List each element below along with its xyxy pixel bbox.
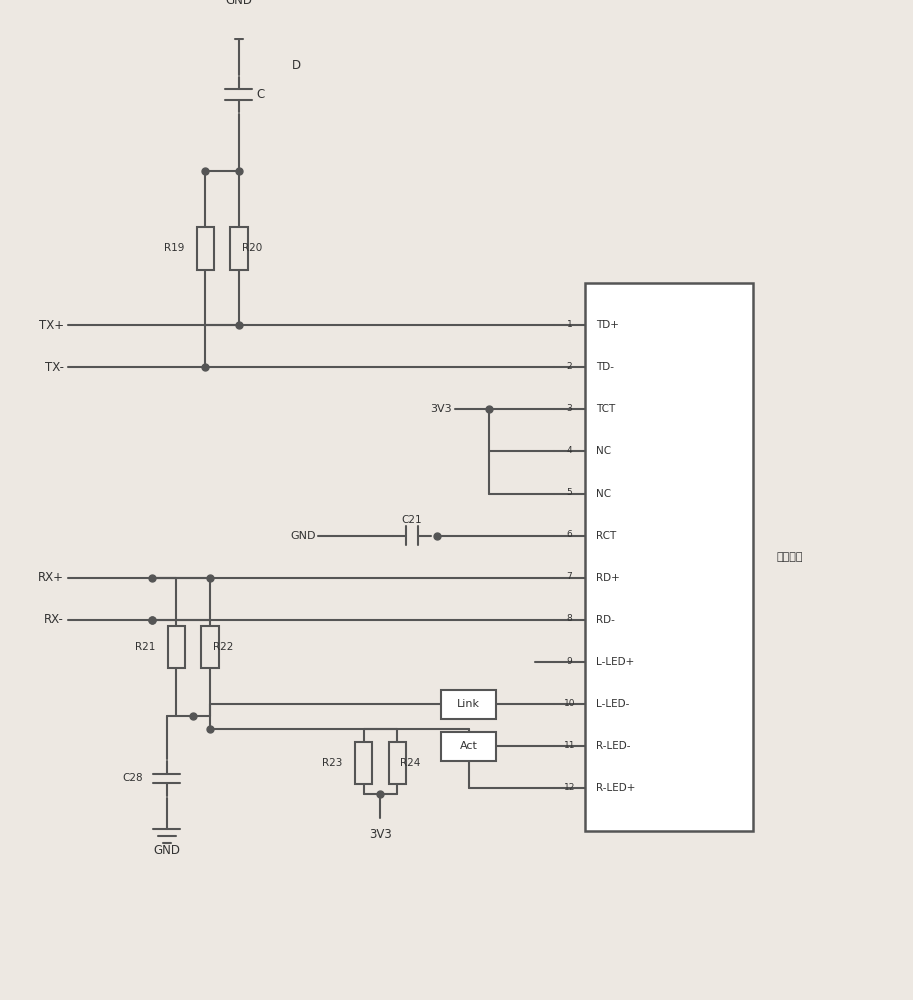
Text: R21: R21 xyxy=(135,642,155,652)
Bar xyxy=(584,283,753,831)
Text: RCT: RCT xyxy=(596,531,616,541)
Text: 5: 5 xyxy=(566,488,572,497)
Text: R-LED-: R-LED- xyxy=(596,741,631,751)
Text: GND: GND xyxy=(226,0,252,7)
Text: TX-: TX- xyxy=(45,361,64,374)
Bar xyxy=(168,626,185,668)
Text: R24: R24 xyxy=(400,758,421,768)
Text: R19: R19 xyxy=(163,243,184,253)
Text: 2: 2 xyxy=(567,362,572,371)
Text: D: D xyxy=(292,59,301,72)
Text: NC: NC xyxy=(596,489,612,499)
Text: 6: 6 xyxy=(566,530,572,539)
Text: R23: R23 xyxy=(322,758,342,768)
Text: RX+: RX+ xyxy=(38,571,64,584)
Text: NC: NC xyxy=(596,446,612,456)
Text: 7: 7 xyxy=(566,572,572,581)
Text: 11: 11 xyxy=(563,741,575,750)
Bar xyxy=(202,626,219,668)
Text: 变换芯片: 变换芯片 xyxy=(776,552,803,562)
Text: Link: Link xyxy=(457,699,480,709)
Bar xyxy=(441,732,497,761)
Text: C28: C28 xyxy=(122,773,142,783)
Text: 3V3: 3V3 xyxy=(431,404,452,414)
Text: C: C xyxy=(257,88,265,101)
Text: TD-: TD- xyxy=(596,362,614,372)
Text: TCT: TCT xyxy=(596,404,615,414)
Text: L-LED-: L-LED- xyxy=(596,699,630,709)
Text: R20: R20 xyxy=(242,243,262,253)
Bar xyxy=(389,742,406,784)
Text: RX-: RX- xyxy=(44,613,64,626)
Text: R22: R22 xyxy=(213,642,234,652)
Text: GND: GND xyxy=(153,844,181,857)
Bar xyxy=(355,742,373,784)
Text: 3V3: 3V3 xyxy=(369,828,392,841)
Text: 10: 10 xyxy=(563,699,575,708)
Text: 9: 9 xyxy=(566,657,572,666)
Text: Act: Act xyxy=(459,741,477,751)
Bar xyxy=(441,690,497,719)
Text: 4: 4 xyxy=(567,446,572,455)
Text: 12: 12 xyxy=(563,783,575,792)
Text: 1: 1 xyxy=(566,320,572,329)
Text: RD-: RD- xyxy=(596,615,615,625)
Text: GND: GND xyxy=(290,531,316,541)
Bar xyxy=(196,227,214,270)
Text: R-LED+: R-LED+ xyxy=(596,783,635,793)
Text: 8: 8 xyxy=(566,614,572,623)
Text: C21: C21 xyxy=(402,515,422,525)
Text: TX+: TX+ xyxy=(39,319,64,332)
Text: 3: 3 xyxy=(566,404,572,413)
Text: L-LED+: L-LED+ xyxy=(596,657,635,667)
Text: TD+: TD+ xyxy=(596,320,619,330)
Text: RD+: RD+ xyxy=(596,573,620,583)
Bar xyxy=(230,227,247,270)
